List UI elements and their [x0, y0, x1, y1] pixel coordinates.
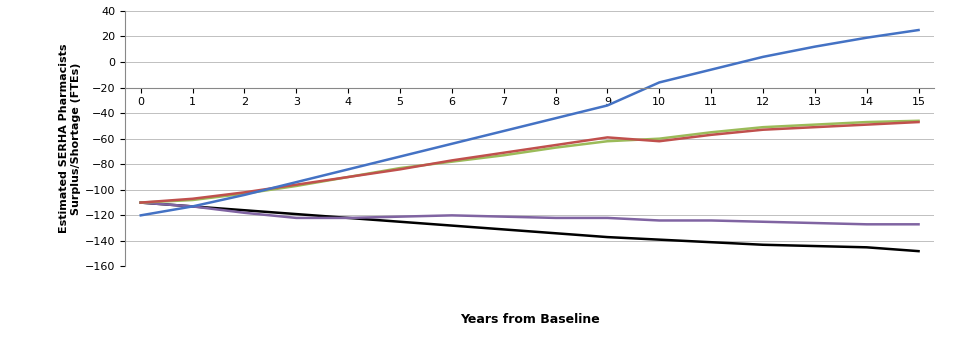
X-axis label: Years from Baseline: Years from Baseline [459, 312, 600, 325]
Y-axis label: Estimated SERHA Pharmacists
Surplus/Shortage (FTEs): Estimated SERHA Pharmacists Surplus/Shor… [59, 44, 81, 233]
